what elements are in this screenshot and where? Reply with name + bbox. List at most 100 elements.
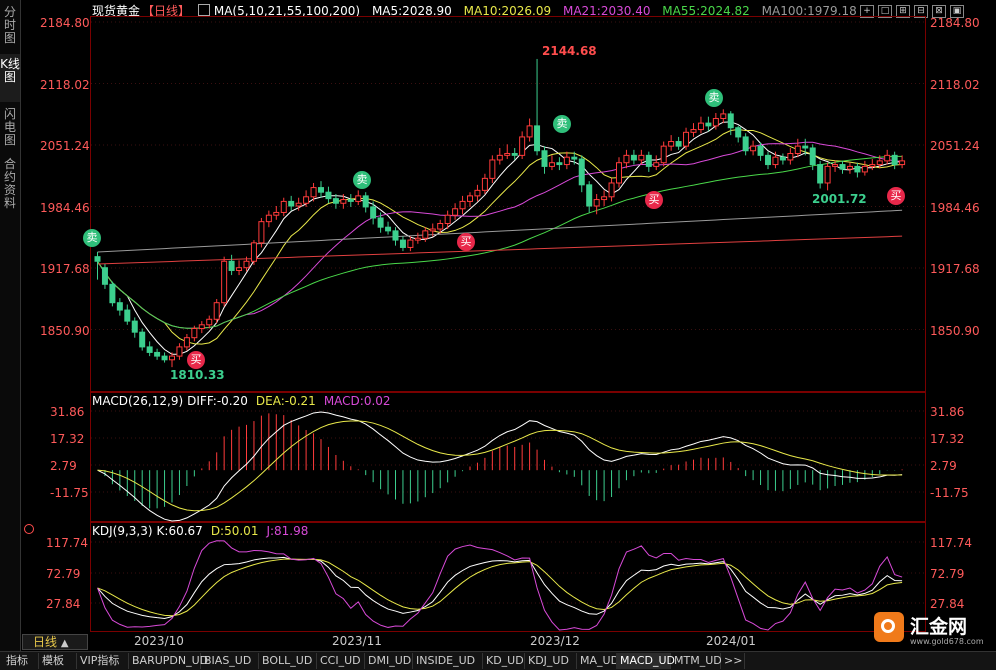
candle-body [258, 221, 265, 244]
kdj-d-line [97, 558, 903, 617]
bottom-tab-dmiud[interactable]: DMI_UD [364, 653, 413, 669]
candle-body [846, 165, 853, 170]
price-axis-tick-left: 2184.80 [40, 16, 90, 30]
candle-body [191, 327, 198, 339]
macd-value: MACD:0.02 [323, 394, 391, 408]
candle-body [467, 195, 473, 202]
kdj-d: D:50.01 [210, 524, 259, 538]
tab-kline-label: K线图 [0, 57, 20, 84]
logo-text: 汇金网 [910, 616, 968, 638]
candle-body [809, 147, 816, 166]
maximize-icon[interactable]: ▣ [950, 5, 964, 18]
candle-body [623, 154, 630, 164]
candle-body [496, 154, 503, 161]
bottom-tab-cciud[interactable]: CCI_UD [316, 653, 365, 669]
candle-body [362, 195, 369, 208]
candle-body [660, 145, 667, 164]
bottom-tab-maud[interactable]: MA_UD [576, 653, 619, 669]
candle-body [154, 351, 161, 357]
candle-body [705, 122, 712, 127]
buy-signal-icon: 买 [645, 191, 663, 209]
candle-body [139, 331, 146, 348]
bottom-tab-biasud[interactable]: BIAS_UD [200, 653, 259, 669]
candle-body [601, 196, 608, 201]
candle-body [519, 136, 526, 156]
bottom-tab-bollud[interactable]: BOLL_UD [258, 653, 317, 669]
period-selector[interactable]: 日线 ▲ [22, 634, 88, 650]
bottom-tab-[interactable]: 指标 [2, 653, 39, 669]
bottom-tab-[interactable]: >> [720, 653, 745, 669]
candle-body [459, 200, 466, 210]
candle-body [876, 160, 883, 166]
candle-body [213, 302, 220, 320]
tab-flash-label: 闪电图 [3, 107, 16, 147]
macd-axis-tick-left: 31.86 [50, 405, 85, 419]
candle-body [839, 164, 846, 170]
candle-body [489, 159, 496, 179]
candle-body [735, 127, 742, 138]
x-tick-jan: 2024/01 [706, 634, 756, 648]
candle-body [444, 214, 451, 225]
tab-timeshare[interactable]: 分时图 [0, 2, 20, 52]
candle-body [221, 260, 228, 304]
bottom-tab-[interactable]: 模板 [38, 653, 77, 669]
close-panel-icon[interactable]: ⊠ [932, 5, 946, 18]
candle-body [295, 202, 302, 207]
add-icon[interactable]: + [860, 5, 874, 18]
kdj-axis-tick-right: 72.79 [930, 567, 965, 581]
ma-params: MA(5,10,21,55,100,200) [213, 4, 361, 18]
candle-body [183, 337, 190, 348]
candle-body [250, 242, 257, 262]
left-tabs: 分时图 K线图 闪电图 合约资料 [0, 0, 21, 651]
candle-body [511, 153, 518, 156]
bottom-tab-insideud[interactable]: INSIDE_UD [412, 653, 483, 669]
ma-settings-icon[interactable] [197, 4, 210, 16]
tab-timeshare-label: 分时图 [3, 5, 16, 45]
candle-body [198, 324, 205, 329]
main-legend: 现货黄金 【日线】 MA(5,10,21,55,100,200) MA5:2028… [92, 2, 865, 19]
period-label: 【日线】 [142, 4, 191, 18]
candle-body [377, 217, 384, 228]
price-panel [90, 16, 926, 392]
candle-body [474, 189, 481, 197]
candle-body [832, 164, 839, 167]
bottom-tab-mtmud[interactable]: MTM_UD [670, 653, 722, 669]
tab-contract-info[interactable]: 合约资料 [0, 154, 20, 214]
bottom-tab-kdjud[interactable]: KDJ_UD [524, 653, 577, 669]
candle-body [854, 165, 861, 173]
logo: 汇金网 www.gold678.com [874, 610, 984, 650]
macd-dea-line [97, 420, 903, 512]
bottom-tab-kdud[interactable]: KD_UD [482, 653, 525, 669]
candle-body [586, 184, 593, 207]
macd-axis-tick-right: 2.79 [930, 459, 957, 473]
candle-body [288, 200, 295, 207]
candle-body [869, 164, 876, 167]
candle-body [347, 199, 354, 202]
candle-body [548, 162, 555, 167]
candle-body [794, 145, 801, 155]
x-tick-oct: 2023/10 [134, 634, 184, 648]
kdj-indicator-icon[interactable] [24, 524, 34, 534]
bottom-tab-vip[interactable]: VIP指标 [76, 653, 129, 669]
candle-body [899, 160, 906, 166]
candle-body [891, 154, 898, 166]
candle-body [742, 136, 749, 152]
restore-icon[interactable]: □ [878, 5, 892, 18]
candle-body [683, 131, 690, 147]
price-axis-tick-left: 2051.24 [40, 139, 90, 153]
grid-icon[interactable]: ⊞ [896, 5, 910, 18]
candle-body [109, 283, 116, 304]
price-axis-tick-right: 2184.80 [930, 16, 980, 30]
tab-flash[interactable]: 闪电图 [0, 104, 20, 152]
candle-body [243, 260, 250, 269]
candle-body [824, 165, 831, 184]
macd-axis-tick-right: -11.75 [930, 486, 969, 500]
candle-body [608, 182, 615, 198]
candle-body [161, 355, 168, 361]
bottom-tab-barupdnud[interactable]: BARUPDN_UD [128, 653, 208, 669]
split-icon[interactable]: ⊟ [914, 5, 928, 18]
tab-kline[interactable]: K线图 [0, 54, 20, 102]
bottom-tab-macdud[interactable]: MACD_UD [616, 653, 675, 669]
candle-body [399, 239, 406, 248]
candle-body [318, 187, 324, 193]
